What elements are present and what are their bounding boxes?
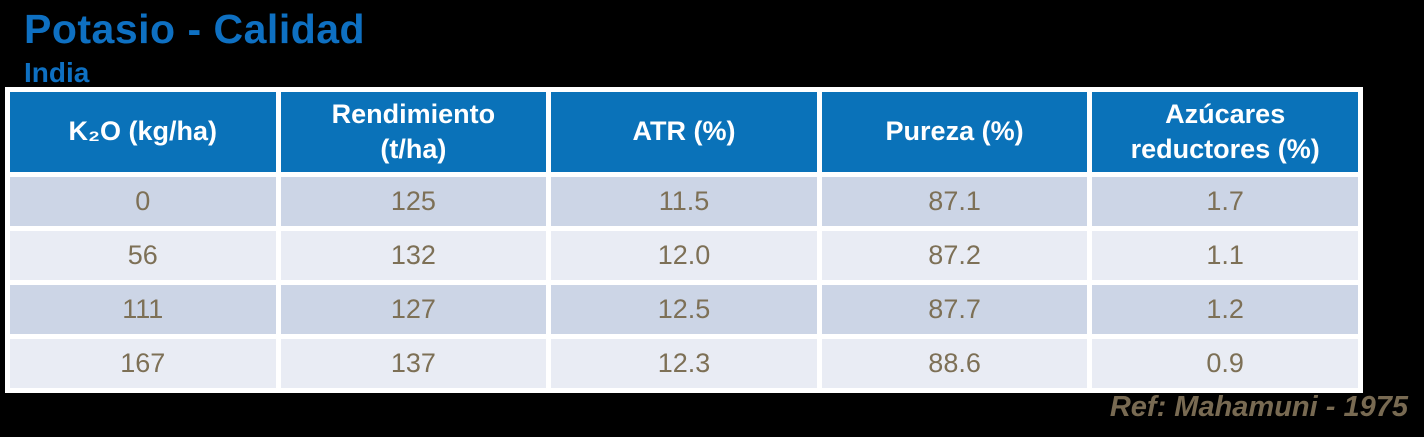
table-row: 0 125 11.5 87.1 1.7 bbox=[10, 177, 1358, 226]
column-header-k2o: K₂O (kg/ha) bbox=[10, 92, 276, 172]
cell-atr: 12.3 bbox=[551, 339, 817, 388]
cell-k2o: 0 bbox=[10, 177, 276, 226]
cell-rendimiento: 127 bbox=[280, 285, 547, 334]
column-header-pureza: Pureza (%) bbox=[821, 92, 1088, 172]
column-header-atr: ATR (%) bbox=[551, 92, 817, 172]
cell-pureza: 87.2 bbox=[821, 231, 1088, 280]
cell-atr: 12.0 bbox=[551, 231, 817, 280]
cell-k2o: 167 bbox=[10, 339, 276, 388]
page-title: Potasio - Calidad bbox=[24, 6, 366, 52]
column-header-rendimiento: Rendimiento (t/ha) bbox=[280, 92, 547, 172]
column-header-azucares: Azúcares reductores (%) bbox=[1092, 92, 1358, 172]
cell-azucares: 1.2 bbox=[1092, 285, 1358, 334]
table-row: 56 132 12.0 87.2 1.1 bbox=[10, 231, 1358, 280]
potassium-quality-table: K₂O (kg/ha) Rendimiento (t/ha) ATR (%) P… bbox=[5, 87, 1363, 393]
cell-rendimiento: 125 bbox=[280, 177, 547, 226]
table-row: 167 137 12.3 88.6 0.9 bbox=[10, 339, 1358, 388]
cell-pureza: 87.1 bbox=[821, 177, 1088, 226]
cell-azucares: 1.7 bbox=[1092, 177, 1358, 226]
cell-rendimiento: 137 bbox=[280, 339, 547, 388]
cell-k2o: 56 bbox=[10, 231, 276, 280]
cell-k2o: 111 bbox=[10, 285, 276, 334]
cell-atr: 12.5 bbox=[551, 285, 817, 334]
cell-azucares: 0.9 bbox=[1092, 339, 1358, 388]
reference-note: Ref: Mahamuni - 1975 bbox=[1109, 391, 1408, 423]
cell-pureza: 87.7 bbox=[821, 285, 1088, 334]
cell-rendimiento: 132 bbox=[280, 231, 547, 280]
page-subtitle: India bbox=[24, 57, 90, 88]
table-header-row: K₂O (kg/ha) Rendimiento (t/ha) ATR (%) P… bbox=[10, 92, 1358, 172]
table-row: 111 127 12.5 87.7 1.2 bbox=[10, 285, 1358, 334]
cell-pureza: 88.6 bbox=[821, 339, 1088, 388]
cell-atr: 11.5 bbox=[551, 177, 817, 226]
cell-azucares: 1.1 bbox=[1092, 231, 1358, 280]
